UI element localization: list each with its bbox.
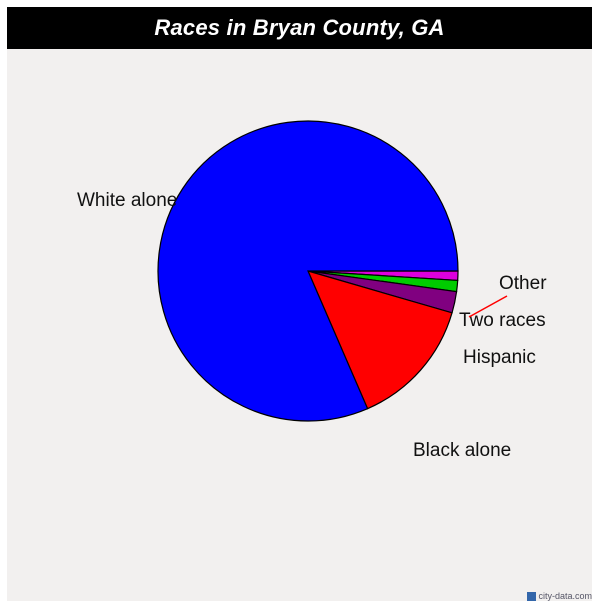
city-data-logo-icon xyxy=(527,591,537,601)
watermark: city-data.com xyxy=(527,591,592,601)
label-two-races: Two races xyxy=(459,310,546,331)
label-other: Other xyxy=(499,273,547,294)
label-black-alone: Black alone xyxy=(413,440,511,461)
label-white-alone: White alone xyxy=(77,190,177,211)
pie-labels: White alone Black alone Hispanic Two rac… xyxy=(77,190,547,461)
pie-chart: White alone Black alone Hispanic Two rac… xyxy=(77,120,547,461)
chart-title: Races in Bryan County, GA xyxy=(154,15,445,40)
watermark-text: city-data.com xyxy=(538,591,592,601)
leader-line-other xyxy=(468,295,508,318)
title-bar: Races in Bryan County, GA xyxy=(7,7,592,49)
label-hispanic: Hispanic xyxy=(463,347,536,368)
pie-slices xyxy=(157,120,459,422)
pie-slice-white-alone xyxy=(157,120,459,422)
chart-frame: Races in Bryan County, GA White alone Bl… xyxy=(7,7,592,601)
pie-slice-black-alone xyxy=(306,270,453,410)
